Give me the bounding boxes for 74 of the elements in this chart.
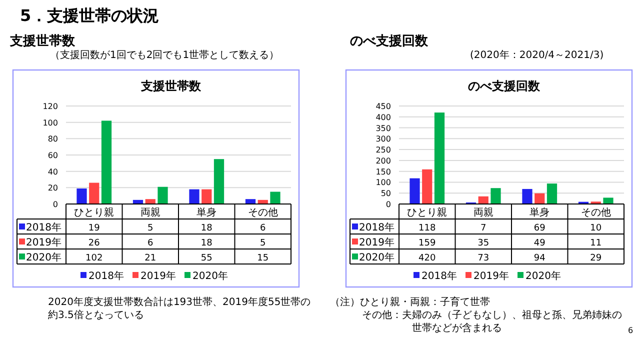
value: 18 (200, 224, 212, 234)
title: 支援世帯数 (141, 79, 201, 93)
category: 単身 (196, 208, 217, 218)
value: 6 (260, 224, 266, 234)
legend: 2020年 (526, 271, 561, 282)
ytick: 0 (52, 200, 58, 209)
ytick: 150 (376, 167, 391, 176)
legend: 2019年 (140, 271, 176, 282)
legend: 2018年 (88, 271, 124, 282)
subtitle: （支援回数が1回でも2回でも1世帯として数える） (50, 50, 280, 61)
legend: 2018年 (422, 271, 457, 282)
value: 102 (86, 254, 103, 264)
series-name: 2018年 (26, 222, 62, 234)
value: 118 (418, 224, 436, 234)
ytick: 350 (376, 124, 391, 133)
value: 21 (144, 254, 156, 264)
subtitle: (2020年：2020/4～2021/3) (470, 50, 604, 61)
value: 11 (590, 238, 602, 248)
value: 19 (88, 224, 100, 234)
series-name: 2019年 (359, 238, 394, 248)
category: 両親 (473, 208, 494, 218)
ytick: 450 (376, 102, 391, 111)
annotation: 世帯などが含まれる (412, 323, 502, 334)
value: 15 (257, 254, 269, 264)
annotation: のべ支援回数 (350, 34, 428, 49)
annotation: 支援世帯数 (10, 34, 75, 49)
annotation: 6 (628, 326, 634, 335)
value: 18 (200, 238, 212, 248)
category: 単身 (530, 208, 550, 218)
series-name: 2020年 (359, 252, 394, 264)
value: 10 (590, 224, 602, 234)
category: その他 (580, 208, 611, 218)
value: 5 (148, 224, 154, 234)
value: 6 (148, 238, 154, 248)
legend: 2019年 (474, 271, 509, 282)
annotation: その他：夫婦のみ（子どもなし）、祖母と孫、兄弟姉妹の (362, 310, 622, 321)
series-name: 2018年 (359, 222, 394, 234)
ytick: 120 (42, 102, 58, 111)
ytick: 40 (48, 167, 58, 176)
ytick: 20 (48, 184, 58, 193)
value: 55 (200, 254, 212, 264)
annotation: （注）ひとり親・両親：子育て世帯 (330, 297, 490, 308)
category: ひとり親 (407, 208, 448, 218)
value: 49 (534, 238, 546, 248)
category: ひとり親 (74, 208, 114, 218)
value: 26 (88, 238, 100, 248)
annotation: 2020年度支援世帯数合計は193世帯、2019年度55世帯の (48, 297, 311, 308)
value: 73 (478, 254, 490, 264)
series-name: 2020年 (26, 252, 62, 264)
value: 29 (590, 254, 602, 264)
ytick: 60 (48, 151, 58, 160)
value: 5 (260, 238, 266, 248)
value: 69 (534, 224, 546, 234)
series-name: 2019年 (26, 238, 62, 248)
ytick: 80 (48, 134, 58, 144)
ytick: 200 (376, 156, 391, 166)
category: 両親 (140, 208, 160, 218)
ytick: 300 (376, 134, 391, 144)
title: のべ支援回数 (468, 79, 540, 93)
annotation: 5．支援世帯の状況 (20, 6, 160, 25)
value: 35 (478, 238, 490, 248)
ytick: 250 (376, 146, 391, 155)
ytick: 100 (42, 118, 58, 128)
ytick: 0 (386, 200, 391, 209)
annotation: 約3.5倍となっている (48, 310, 144, 321)
value: 420 (418, 254, 436, 264)
ytick: 50 (380, 189, 391, 198)
value: 7 (480, 224, 486, 234)
legend: 2020年 (192, 271, 228, 282)
ytick: 100 (376, 178, 391, 188)
category: その他 (248, 208, 278, 218)
ytick: 400 (376, 112, 391, 122)
value: 94 (534, 254, 546, 264)
value: 159 (418, 238, 436, 248)
